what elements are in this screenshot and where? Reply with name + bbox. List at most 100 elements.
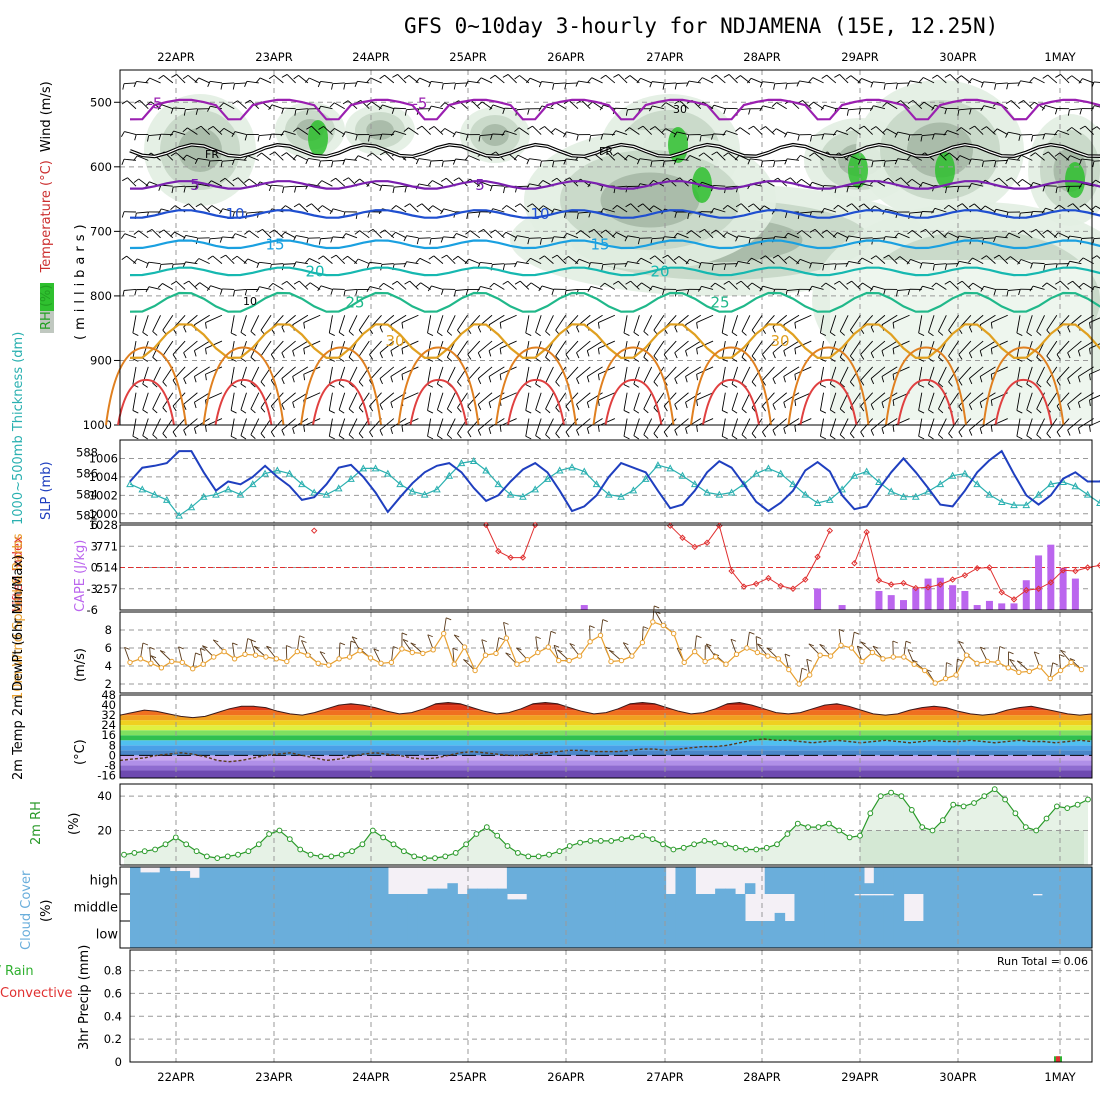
wind-barb xyxy=(247,258,259,265)
wind-barb xyxy=(653,433,659,439)
wind-barb xyxy=(860,354,865,360)
wind-barb xyxy=(1078,340,1094,352)
wind-barb xyxy=(172,405,177,412)
cloud-bar xyxy=(834,894,845,921)
wind-barb xyxy=(943,232,949,238)
cloud-bar xyxy=(685,921,696,948)
wind-barb xyxy=(796,259,801,265)
wind-barb xyxy=(886,128,898,135)
cloud-bar xyxy=(249,867,260,894)
wind-barb xyxy=(1046,282,1058,290)
wind-barb xyxy=(494,74,505,84)
wind-barb xyxy=(222,288,235,290)
wind-barb xyxy=(342,131,346,138)
wind-barb xyxy=(651,159,664,162)
wind-barb xyxy=(379,429,383,436)
wind-barb xyxy=(504,263,517,265)
wind-barb xyxy=(271,263,284,265)
wind-barb xyxy=(881,340,898,352)
wind-10m-point xyxy=(493,650,499,657)
temp-dewpt-label: 2m Temp 2m DewPt (6hr Min/Max) xyxy=(11,555,26,780)
wind-barb xyxy=(784,256,790,261)
wind-barb xyxy=(839,408,846,414)
cloud-bar xyxy=(348,894,359,921)
wind-barb xyxy=(1069,235,1082,239)
wind-10m-point xyxy=(869,649,876,656)
wind-barb xyxy=(428,255,435,260)
cloud-bar xyxy=(893,894,905,921)
wind-10m-barb xyxy=(195,652,201,656)
cloud-bar xyxy=(715,888,726,894)
wind-barb xyxy=(488,402,492,409)
wind-barb xyxy=(612,205,618,210)
wind-barb xyxy=(452,255,459,261)
wind-barb xyxy=(860,431,865,438)
wind-barb xyxy=(197,157,210,161)
cloud-bar xyxy=(447,921,458,948)
wind-barb xyxy=(872,237,885,240)
cloud-bar xyxy=(249,894,260,921)
wind-barb xyxy=(514,127,520,132)
wind-barb xyxy=(303,425,306,432)
wind-10m-barb xyxy=(505,652,511,656)
wind-barb xyxy=(849,433,855,439)
wind-10m-point xyxy=(1026,668,1033,675)
wind-barb xyxy=(499,348,502,355)
wind-barb xyxy=(122,83,125,90)
wind-barb xyxy=(820,410,827,414)
wind-barb xyxy=(772,404,776,410)
wind-barb xyxy=(885,82,898,85)
wind-barb xyxy=(1026,332,1032,337)
wind-barb xyxy=(311,203,321,213)
cloud-bar xyxy=(1002,921,1014,948)
rh-2m-point xyxy=(566,843,573,849)
wind-barb xyxy=(787,158,800,161)
rh-2m-point xyxy=(504,843,511,849)
wind-10m-barb xyxy=(393,646,399,649)
wind-barb xyxy=(772,418,788,431)
lifted-index-label: Lifted Index xyxy=(11,535,26,612)
wind-barb xyxy=(270,431,275,438)
wind-barb xyxy=(907,289,911,296)
wind-barb xyxy=(731,392,739,410)
wind-barb xyxy=(421,203,431,213)
rh-area xyxy=(481,124,509,146)
wind-barb xyxy=(415,258,421,264)
wind-barb xyxy=(329,410,335,414)
wind-10m-point xyxy=(263,654,269,660)
wind-barb xyxy=(1057,185,1070,188)
wind-barb xyxy=(794,322,797,329)
wind-barb xyxy=(160,263,173,265)
wind-barb xyxy=(624,261,628,268)
rh-2m-point xyxy=(473,831,480,837)
cloud-bar xyxy=(348,921,359,948)
wind-barb xyxy=(845,75,852,80)
wind-barb xyxy=(195,125,202,130)
cloud-bar xyxy=(1022,894,1034,921)
wind-barb xyxy=(986,255,996,264)
rh-2m-point xyxy=(1033,827,1040,834)
wind-barb xyxy=(968,257,973,263)
thickness-point xyxy=(678,471,687,479)
wind-barb xyxy=(538,205,544,211)
wind-barb xyxy=(685,418,702,429)
wind-barb xyxy=(1089,348,1091,355)
rh-2m-point xyxy=(276,827,283,834)
wind-barb xyxy=(762,81,775,84)
wind-10m-point xyxy=(974,660,980,666)
wind-barb xyxy=(849,340,861,357)
wind-barb xyxy=(455,289,468,291)
wind-barb xyxy=(624,235,628,242)
wind-barb xyxy=(676,82,689,84)
rh-2m-point xyxy=(743,846,749,853)
wind-barb xyxy=(436,392,444,410)
rh-2m-point xyxy=(732,844,739,851)
wind-barb xyxy=(783,427,786,434)
wind-barb xyxy=(281,366,296,379)
cape-bar xyxy=(1071,578,1079,610)
wind-barb xyxy=(931,208,936,214)
lifted-index-point xyxy=(875,577,883,584)
wind-barb xyxy=(576,212,579,220)
cloud-bar xyxy=(139,872,151,894)
